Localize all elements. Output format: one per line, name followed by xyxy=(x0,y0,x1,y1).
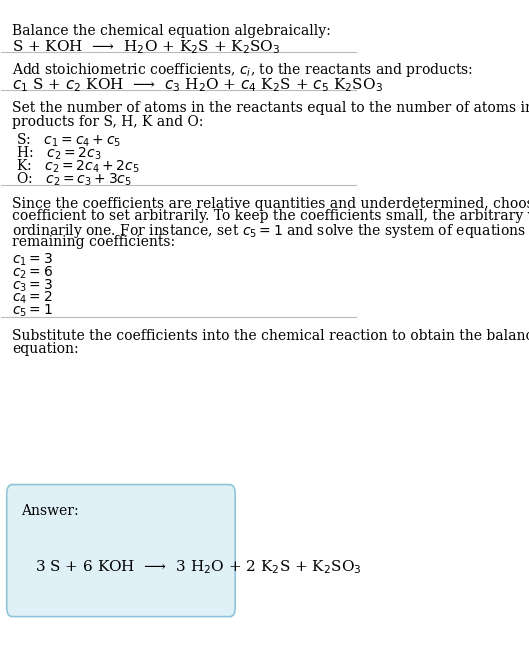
Text: $c_5 = 1$: $c_5 = 1$ xyxy=(12,303,53,319)
Text: ordinarily one. For instance, set $c_5 = 1$ and solve the system of equations fo: ordinarily one. For instance, set $c_5 =… xyxy=(12,223,529,240)
Text: Add stoichiometric coefficients, $c_i$, to the reactants and products:: Add stoichiometric coefficients, $c_i$, … xyxy=(12,61,473,79)
Text: H:   $c_2 = 2 c_3$: H: $c_2 = 2 c_3$ xyxy=(12,144,102,162)
Text: $c_4 = 2$: $c_4 = 2$ xyxy=(12,290,52,307)
Text: coefficient to set arbitrarily. To keep the coefficients small, the arbitrary va: coefficient to set arbitrarily. To keep … xyxy=(12,210,529,223)
Text: Balance the chemical equation algebraically:: Balance the chemical equation algebraica… xyxy=(12,24,331,38)
Text: products for S, H, K and O:: products for S, H, K and O: xyxy=(12,115,203,129)
Text: equation:: equation: xyxy=(12,342,79,356)
Text: O:   $c_2 = c_3 + 3 c_5$: O: $c_2 = c_3 + 3 c_5$ xyxy=(12,171,132,188)
Text: Substitute the coefficients into the chemical reaction to obtain the balanced: Substitute the coefficients into the che… xyxy=(12,329,529,343)
Text: $c_1$ S + $c_2$ KOH  ⟶  $c_3$ H$_2$O + $c_4$ K$_2$S + $c_5$ K$_2$SO$_3$: $c_1$ S + $c_2$ KOH ⟶ $c_3$ H$_2$O + $c_… xyxy=(12,76,383,94)
Text: $c_1 = 3$: $c_1 = 3$ xyxy=(12,251,53,268)
Text: $c_3 = 3$: $c_3 = 3$ xyxy=(12,277,53,294)
Text: $c_2 = 6$: $c_2 = 6$ xyxy=(12,264,53,281)
Text: S + KOH  ⟶  H$_2$O + K$_2$S + K$_2$SO$_3$: S + KOH ⟶ H$_2$O + K$_2$S + K$_2$SO$_3$ xyxy=(12,39,280,56)
Text: Answer:: Answer: xyxy=(21,504,78,518)
Text: 3 S + 6 KOH  ⟶  3 H$_2$O + 2 K$_2$S + K$_2$SO$_3$: 3 S + 6 KOH ⟶ 3 H$_2$O + 2 K$_2$S + K$_2… xyxy=(35,558,362,576)
Text: Set the number of atoms in the reactants equal to the number of atoms in the: Set the number of atoms in the reactants… xyxy=(12,101,529,115)
Text: remaining coefficients:: remaining coefficients: xyxy=(12,236,175,249)
FancyBboxPatch shape xyxy=(7,485,235,617)
Text: S:   $c_1 = c_4 + c_5$: S: $c_1 = c_4 + c_5$ xyxy=(12,131,121,149)
Text: K:   $c_2 = 2 c_4 + 2 c_5$: K: $c_2 = 2 c_4 + 2 c_5$ xyxy=(12,158,140,175)
Text: Since the coefficients are relative quantities and underdetermined, choose a: Since the coefficients are relative quan… xyxy=(12,197,529,210)
